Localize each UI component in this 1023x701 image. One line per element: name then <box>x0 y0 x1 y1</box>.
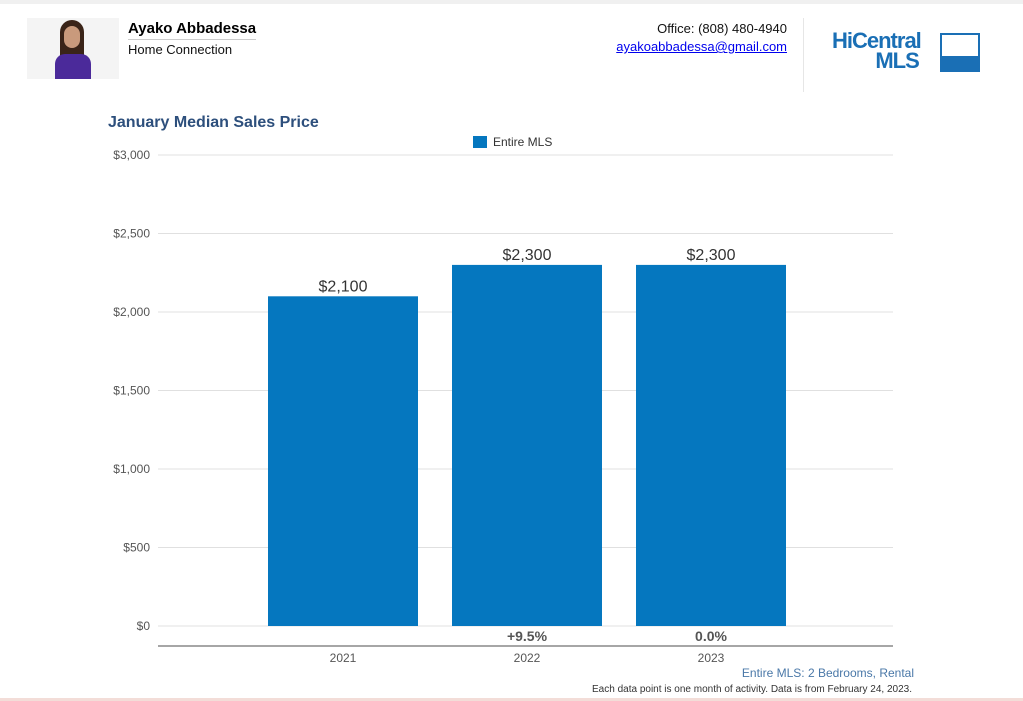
chart-footnote: Each data point is one month of activity… <box>592 684 912 695</box>
hicentral-logo: HiCentral MLS <box>832 28 922 73</box>
x-tick-label: 2022 <box>514 651 541 665</box>
chart-title: January Median Sales Price <box>108 114 319 131</box>
divider <box>803 18 804 92</box>
bar-2021 <box>268 296 418 626</box>
legend-swatch <box>473 136 487 148</box>
y-tick-label: $0 <box>137 619 151 633</box>
chart-subtitle: Entire MLS: 2 Bedrooms, Rental <box>741 666 914 680</box>
y-tick-label: $2,500 <box>113 227 150 241</box>
company-name: Home Connection <box>128 42 233 57</box>
agent-name: Ayako Abbadessa <box>128 20 257 40</box>
email-link[interactable]: ayakoabbadessa@gmail.com <box>616 39 787 54</box>
x-tick-label: 2023 <box>698 651 725 665</box>
y-tick-label: $500 <box>123 541 150 555</box>
bar-2022 <box>452 264 602 626</box>
top-bar <box>0 0 1023 4</box>
palm-house-icon <box>940 33 980 72</box>
x-tick-label: 2021 <box>330 651 357 665</box>
y-tick-label: $1,500 <box>113 384 150 398</box>
data-label: $2,300 <box>687 247 736 264</box>
y-tick-label: $1,000 <box>113 462 150 476</box>
data-label: $2,300 <box>503 247 552 264</box>
legend-label: Entire MLS <box>493 135 553 149</box>
bottom-bar <box>0 698 1023 701</box>
y-tick-label: $3,000 <box>113 148 150 162</box>
change-label: 0.0% <box>695 628 727 644</box>
y-tick-label: $2,000 <box>113 305 150 319</box>
office-phone: Office: (808) 480-4940 <box>657 21 787 36</box>
agent-photo <box>27 18 119 79</box>
data-label: $2,100 <box>319 278 368 295</box>
change-label: +9.5% <box>507 628 548 644</box>
bar-2023 <box>636 264 786 626</box>
legend: Entire MLS <box>473 135 552 149</box>
